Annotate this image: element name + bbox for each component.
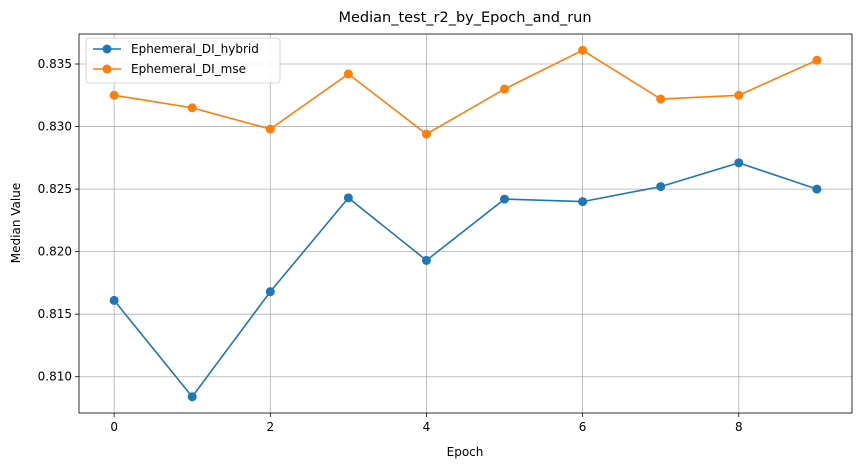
plot-frame — [78, 33, 853, 414]
legend-marker — [102, 64, 112, 74]
y-tick-label: 0.830 — [38, 120, 72, 134]
data-point — [656, 94, 666, 104]
grid — [79, 34, 852, 413]
x-axis-label: Epoch — [447, 445, 484, 459]
data-point — [109, 90, 119, 100]
legend: Ephemeral_DI_hybrid Ephemeral_DI_mse — [85, 37, 281, 84]
data-point — [109, 295, 119, 305]
y-tick-label: 0.810 — [38, 370, 72, 384]
axes: 0 2 4 6 8 0.810 0.815 0.820 0.825 0.830 0.835 — [38, 57, 743, 434]
data-point — [812, 55, 822, 65]
data-point — [187, 103, 197, 113]
legend-box — [85, 37, 281, 84]
legend-marker — [102, 44, 112, 54]
y-tick-label: 0.835 — [38, 57, 72, 71]
chart-title: Median_test_r2_by_Epoch_and_run — [338, 10, 591, 26]
data-point — [343, 69, 353, 79]
data-point — [421, 129, 431, 139]
x-tick-label: 6 — [579, 420, 587, 434]
data-point — [265, 124, 275, 134]
data-point — [578, 45, 588, 55]
y-tick-label: 0.820 — [38, 245, 72, 259]
data-point — [578, 197, 588, 207]
x-tick-label: 2 — [266, 420, 274, 434]
data-point — [734, 90, 744, 100]
data-point — [343, 193, 353, 203]
legend-label: Ephemeral_DI_hybrid — [131, 42, 259, 56]
y-tick-label: 0.815 — [38, 307, 72, 321]
legend-label: Ephemeral_DI_mse — [131, 62, 246, 76]
data-point — [734, 158, 744, 168]
data-point — [812, 184, 822, 194]
data-point — [187, 392, 197, 402]
data-point — [500, 84, 510, 94]
data-point — [500, 194, 510, 204]
data-point — [656, 182, 666, 192]
series-line-0 — [113, 161, 818, 399]
data-point — [421, 255, 431, 265]
x-tick-label: 8 — [735, 420, 743, 434]
data-point — [265, 287, 275, 297]
y-tick-label: 0.825 — [38, 182, 72, 196]
y-axis-label: Median Value — [9, 183, 23, 263]
series-line-1 — [114, 49, 818, 136]
x-tick-label: 0 — [110, 420, 118, 434]
x-tick-label: 4 — [423, 420, 431, 434]
series-layer — [109, 45, 822, 402]
